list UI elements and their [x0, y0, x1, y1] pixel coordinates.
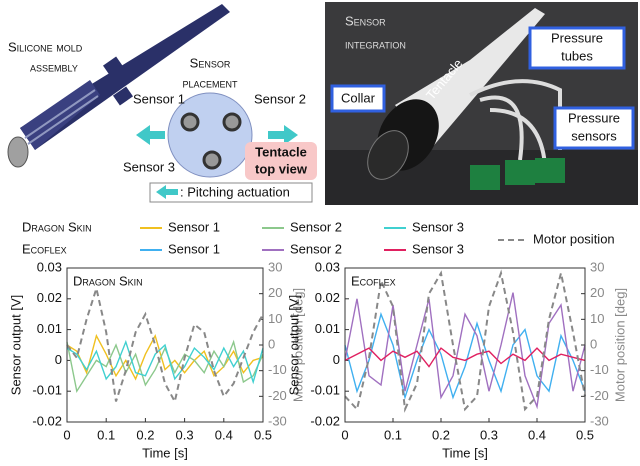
- y2-tick-label: 30: [268, 259, 282, 274]
- legend-label: Sensor 1: [168, 241, 220, 256]
- y-tick-label: 0.01: [315, 321, 340, 336]
- top-view-label: Tentacle: [255, 144, 307, 159]
- plot-frame: [344, 267, 586, 423]
- y2-tick-label: -30: [590, 413, 609, 428]
- callout-label: sensors: [571, 128, 617, 143]
- arrow: [136, 125, 165, 145]
- y-tick-label: 0.02: [315, 290, 340, 305]
- legend-group: Ecoflex: [22, 241, 67, 256]
- sensor-line: [344, 292, 586, 410]
- y-tick-label: -0.02: [310, 413, 340, 428]
- sensor-label: Sensor 3: [123, 159, 175, 174]
- motor-line: [66, 284, 264, 405]
- mold-label: Silicone mold: [8, 39, 83, 54]
- callout-label: Collar: [341, 90, 376, 105]
- legend-label: Motor position: [533, 231, 615, 246]
- arrow: [156, 185, 178, 199]
- x-tick-label: 0.2: [136, 427, 154, 442]
- sensor-label: Sensor 1: [133, 91, 185, 106]
- sensor-line: [66, 333, 264, 381]
- x-tick-label: 0.5: [254, 427, 272, 442]
- x-axis-label: Time [s]: [142, 445, 188, 460]
- x-tick-label: 0.4: [528, 427, 546, 442]
- sensor-line: [344, 347, 586, 368]
- y2-tick-label: 10: [590, 311, 604, 326]
- callout-label: Pressure: [551, 30, 603, 45]
- x-tick-label: 0.1: [384, 427, 402, 442]
- motor-line: [344, 269, 586, 413]
- x-tick-label: 0.4: [215, 427, 233, 442]
- callout-box: [330, 84, 386, 113]
- placement-title: Sensor: [190, 55, 231, 70]
- integration-title: Sensor: [345, 13, 386, 28]
- top-view-box: [245, 142, 317, 180]
- y-tick-label: -0.01: [310, 383, 340, 398]
- legend-group: Dragon Skin: [22, 219, 92, 234]
- mold-render: [7, 4, 230, 168]
- callout-box: [528, 26, 626, 70]
- top-view-label: top view: [255, 161, 308, 176]
- callout-label: Pressure: [568, 110, 620, 125]
- y-axis-label: Sensor output [V]: [8, 295, 23, 395]
- actuation-legend: : Pitching actuation: [180, 184, 290, 199]
- y2-tick-label: -10: [590, 362, 609, 377]
- y2-tick-label: 0: [268, 336, 275, 351]
- y-tick-label: 0.02: [37, 290, 62, 305]
- y-tick-label: 0: [333, 352, 340, 367]
- y2-tick-label: -20: [590, 388, 609, 403]
- x-tick-label: 0: [63, 427, 70, 442]
- y2-tick-label: -10: [268, 362, 287, 377]
- sensor-line: [66, 339, 264, 385]
- callout-label: tubes: [561, 48, 593, 63]
- x-axis-label: Time [s]: [442, 445, 488, 460]
- x-tick-label: 0.5: [576, 427, 594, 442]
- y2-tick-label: -20: [268, 388, 287, 403]
- x-tick-label: 0.3: [480, 427, 498, 442]
- chart-title: Ecoflex: [351, 273, 396, 288]
- sensor-label: Sensor 2: [254, 91, 306, 106]
- actuation-legend-box: [149, 182, 313, 203]
- y-tick-label: -0.01: [32, 383, 62, 398]
- y-tick-label: 0.03: [37, 259, 62, 274]
- legend-label: Sensor 2: [290, 241, 342, 256]
- y-tick-label: 0.01: [37, 321, 62, 336]
- y-axis-label: Sensor output [V]: [286, 295, 301, 395]
- legend-label: Sensor 2: [290, 219, 342, 234]
- arrow: [268, 125, 298, 145]
- sensor-dot: [202, 150, 222, 170]
- y-tick-label: 0.03: [315, 259, 340, 274]
- sensor-line: [344, 311, 586, 401]
- placement-title: placement: [182, 75, 238, 90]
- x-tick-label: 0.2: [432, 427, 450, 442]
- y2-tick-label: -30: [268, 413, 287, 428]
- y2-tick-label: 20: [268, 285, 282, 300]
- y2-tick-label: 30: [590, 259, 604, 274]
- legend-label: Sensor 3: [412, 241, 464, 256]
- integration-title: integration: [345, 36, 406, 51]
- y2-tick-label: 20: [590, 285, 604, 300]
- callout-box: [553, 106, 635, 150]
- y-tick-label: -0.02: [32, 413, 62, 428]
- x-tick-label: 0: [341, 427, 348, 442]
- chart-title: Dragon Skin: [73, 273, 143, 288]
- y2-tick-label: 0: [590, 336, 597, 351]
- x-tick-label: 0.3: [176, 427, 194, 442]
- y-tick-label: 0: [55, 352, 62, 367]
- y2-axis-label: Motor position [deg]: [290, 288, 305, 402]
- legend-label: Sensor 3: [412, 219, 464, 234]
- photo: [325, 2, 638, 205]
- sensor-dot: [180, 112, 200, 132]
- y2-axis-label: Motor position [deg]: [612, 288, 627, 402]
- legend-label: Sensor 1: [168, 219, 220, 234]
- sensor-dot: [222, 112, 242, 132]
- x-tick-label: 0.1: [97, 427, 115, 442]
- y2-tick-label: 10: [268, 311, 282, 326]
- mold-label: assembly: [30, 59, 78, 74]
- plot-frame: [66, 267, 264, 423]
